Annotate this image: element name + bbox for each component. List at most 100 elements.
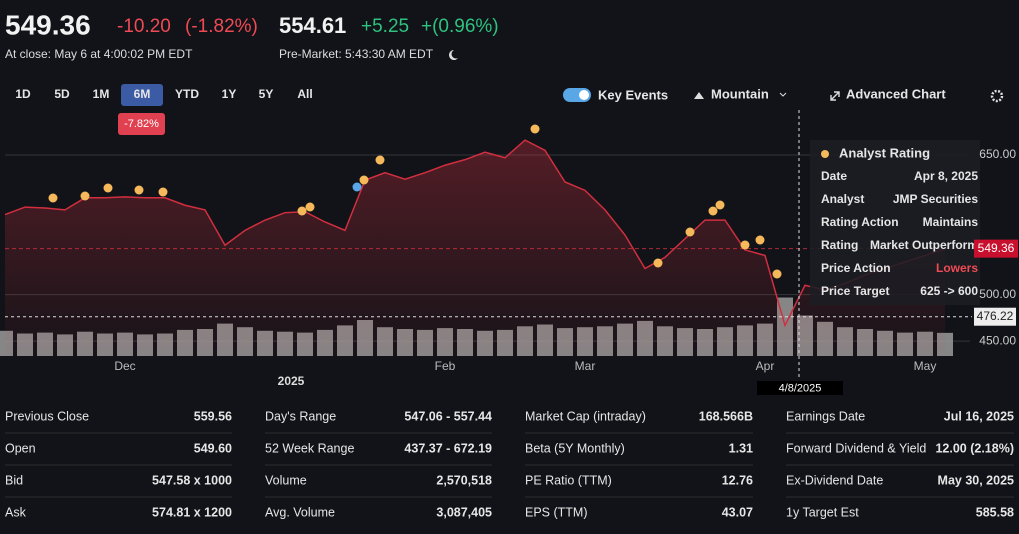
price-line bbox=[4, 139, 946, 328]
stat-value: 574.81 x 1200 bbox=[152, 505, 232, 519]
tooltip-label: Price Action bbox=[821, 261, 891, 275]
price: 549.36 bbox=[5, 9, 91, 40]
x-tick-label: May bbox=[914, 359, 937, 373]
pre-price: 554.61 bbox=[279, 13, 346, 38]
range-button[interactable]: 1D bbox=[15, 87, 31, 101]
stat-value: 12.76 bbox=[722, 473, 753, 487]
event-dot[interactable] bbox=[755, 235, 765, 245]
stat-label: Ex-Dividend Date bbox=[786, 473, 883, 487]
chart-style[interactable]: Mountain bbox=[711, 86, 769, 101]
event-dot[interactable] bbox=[715, 200, 725, 210]
stat-label: PE Ratio (TTM) bbox=[525, 473, 612, 487]
event-dot[interactable] bbox=[740, 240, 750, 250]
stat-label: Day's Range bbox=[265, 409, 336, 423]
stat-label: Forward Dividend & Yield bbox=[786, 441, 926, 455]
crosshair-label: 476.22 bbox=[977, 309, 1014, 323]
stat-value: 559.56 bbox=[194, 409, 232, 423]
event-dot[interactable] bbox=[134, 185, 144, 195]
event-dot[interactable] bbox=[530, 124, 540, 134]
stat-value: 585.58 bbox=[976, 505, 1014, 519]
date-label-bg bbox=[757, 381, 843, 395]
stat-label: 52 Week Range bbox=[265, 441, 354, 455]
stat-label: Ask bbox=[5, 505, 27, 519]
range-change: -7.82% bbox=[124, 118, 159, 130]
range-button[interactable]: 1M bbox=[93, 87, 110, 101]
tooltip-label: Price Target bbox=[821, 284, 889, 298]
moon-icon bbox=[448, 50, 458, 61]
event-dot[interactable] bbox=[352, 182, 362, 192]
stat-label: Avg. Volume bbox=[265, 505, 335, 519]
stat-label: Earnings Date bbox=[786, 409, 865, 423]
key-events[interactable]: Key Events bbox=[598, 87, 668, 102]
x-tick-label: Mar bbox=[575, 359, 596, 373]
event-dot[interactable] bbox=[653, 258, 663, 268]
stat-label: EPS (TTM) bbox=[525, 505, 588, 519]
toggle-knob bbox=[579, 90, 589, 100]
stat-value: 1.31 bbox=[729, 441, 753, 455]
stat-value: 43.07 bbox=[722, 505, 753, 519]
x-tick-label: Feb bbox=[435, 359, 456, 373]
active-range-bg bbox=[121, 84, 163, 106]
event-dot[interactable] bbox=[297, 206, 307, 216]
event-dot[interactable] bbox=[772, 269, 782, 279]
range-button[interactable]: 5D bbox=[54, 87, 70, 101]
y-tick-label: 500.00 bbox=[979, 287, 1016, 301]
tooltip-value: 625 -> 600 bbox=[920, 284, 978, 298]
event-dot[interactable] bbox=[359, 175, 369, 185]
crosshair-box bbox=[974, 307, 1016, 326]
range-change-badge bbox=[118, 113, 165, 135]
event-dot[interactable] bbox=[48, 193, 58, 203]
stat-value: 3,087,405 bbox=[436, 505, 492, 519]
chevron bbox=[779, 92, 787, 97]
range-button[interactable]: YTD bbox=[175, 87, 199, 101]
advanced-chart[interactable]: Advanced Chart bbox=[846, 86, 946, 101]
event-dot[interactable] bbox=[685, 227, 695, 237]
event-dot[interactable] bbox=[80, 191, 90, 201]
tooltip-value: Maintains bbox=[923, 215, 979, 229]
settings-icon[interactable] bbox=[990, 89, 1004, 103]
stat-label: 1y Target Est bbox=[786, 505, 859, 519]
stat-value: May 30, 2025 bbox=[938, 473, 1014, 487]
stat-value: Jul 16, 2025 bbox=[944, 409, 1014, 423]
pre-change-pct: +(0.96%) bbox=[421, 16, 499, 37]
x-tick-label: Dec bbox=[114, 359, 135, 373]
stat-value: 437.37 - 672.19 bbox=[404, 441, 492, 455]
range-button[interactable]: 6M bbox=[134, 87, 151, 101]
stat-label: Bid bbox=[5, 473, 23, 487]
stat-value: 549.60 bbox=[194, 441, 232, 455]
area bbox=[5, 140, 945, 356]
stat-value: 547.58 x 1000 bbox=[152, 473, 232, 487]
expand-icon bbox=[830, 91, 840, 101]
pre-change: +5.25 bbox=[361, 16, 409, 37]
event-dot[interactable] bbox=[103, 183, 113, 193]
tooltip-value: JMP Securities bbox=[893, 192, 978, 206]
stat-value: 12.00 (2.18%) bbox=[935, 441, 1014, 455]
event-dot[interactable] bbox=[158, 187, 168, 197]
tooltip-value: Apr 8, 2025 bbox=[914, 169, 978, 183]
x-tick-label: Apr bbox=[756, 359, 775, 373]
tooltip-dot bbox=[821, 150, 829, 158]
stat-value: 168.566B bbox=[699, 409, 753, 423]
tooltip-title: Analyst Rating bbox=[839, 145, 930, 160]
stat-label: Beta (5Y Monthly) bbox=[525, 441, 625, 455]
y-tick-label: 650.00 bbox=[979, 147, 1016, 161]
range-button[interactable]: 5Y bbox=[259, 87, 274, 101]
event-dot[interactable] bbox=[375, 155, 385, 165]
tooltip-value: Lowers bbox=[936, 261, 978, 275]
year-label: 2025 bbox=[278, 374, 305, 388]
tooltip-label: Date bbox=[821, 169, 847, 183]
stat-label: Previous Close bbox=[5, 409, 89, 423]
crosshair-date: 4/8/2025 bbox=[779, 382, 822, 394]
range-button[interactable]: 1Y bbox=[222, 87, 237, 101]
event-dot[interactable] bbox=[305, 202, 315, 212]
tooltip bbox=[810, 140, 980, 305]
close-note: At close: May 6 at 4:00:02 PM EDT bbox=[5, 47, 193, 61]
tooltip-label: Rating bbox=[821, 238, 858, 252]
range-button[interactable]: All bbox=[297, 87, 312, 101]
y-tick-label: 450.00 bbox=[979, 333, 1016, 347]
tooltip-label: Rating Action bbox=[821, 215, 899, 229]
stat-value: 547.06 - 557.44 bbox=[404, 409, 492, 423]
event-dot[interactable] bbox=[708, 206, 718, 216]
pre-note: Pre-Market: 5:43:30 AM EDT bbox=[279, 47, 434, 61]
